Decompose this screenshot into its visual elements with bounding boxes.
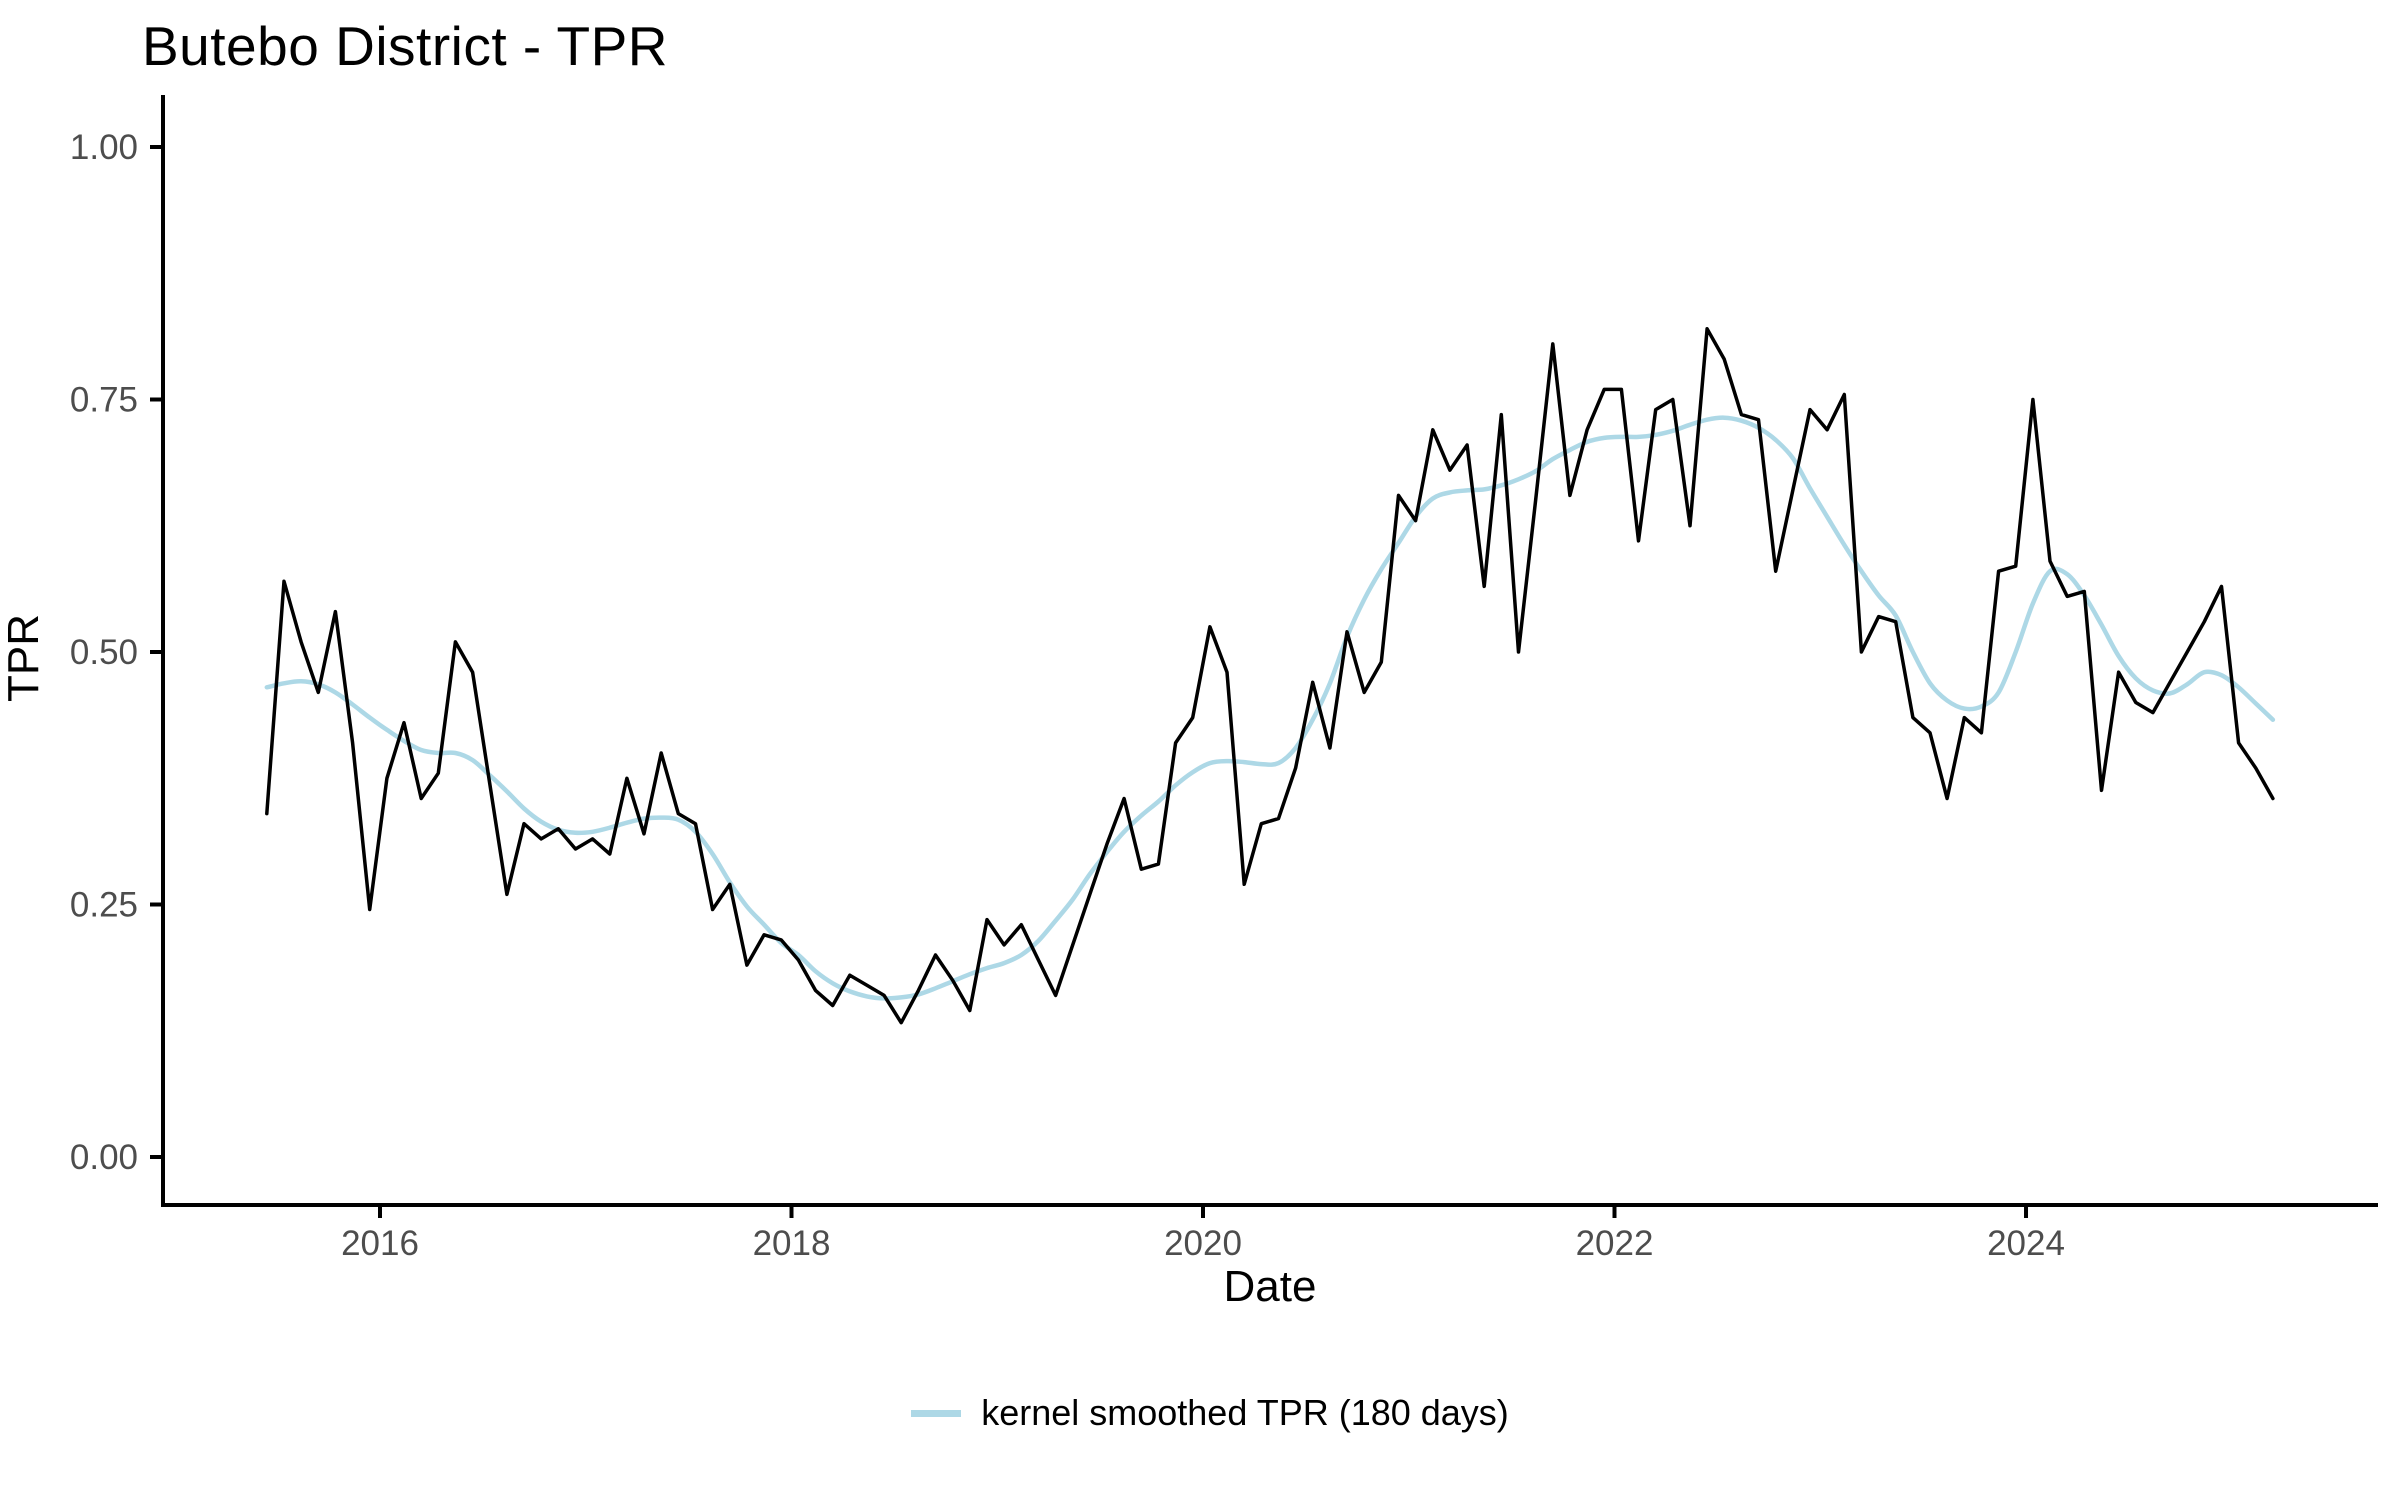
legend-label: kernel smoothed TPR (180 days) <box>981 1392 1509 1433</box>
y-tick-label: 0.00 <box>70 1138 138 1177</box>
x-axis-title: Date <box>1223 1262 1317 1311</box>
smoothed-tpr-line <box>264 415 2276 1001</box>
x-tick-label: 2024 <box>1987 1224 2065 1263</box>
y-tick-label: 1.00 <box>70 128 138 167</box>
x-tick-label: 2020 <box>1164 1224 1242 1263</box>
y-axis-title: TPR <box>0 614 48 702</box>
legend-line-swatch <box>911 1409 962 1417</box>
legend: kernel smoothed TPR (180 days) <box>0 1392 2400 1434</box>
x-tick-label: 2022 <box>1576 1224 1654 1263</box>
y-tick-label: 0.75 <box>70 381 138 420</box>
y-tick-label: 0.25 <box>70 886 138 925</box>
x-tick-label: 2016 <box>341 1224 419 1263</box>
x-tick-label: 2018 <box>753 1224 831 1263</box>
y-tick-label: 0.50 <box>70 633 138 672</box>
chart-title: Butebo District - TPR <box>142 15 669 77</box>
tpr-line <box>265 327 2275 1025</box>
